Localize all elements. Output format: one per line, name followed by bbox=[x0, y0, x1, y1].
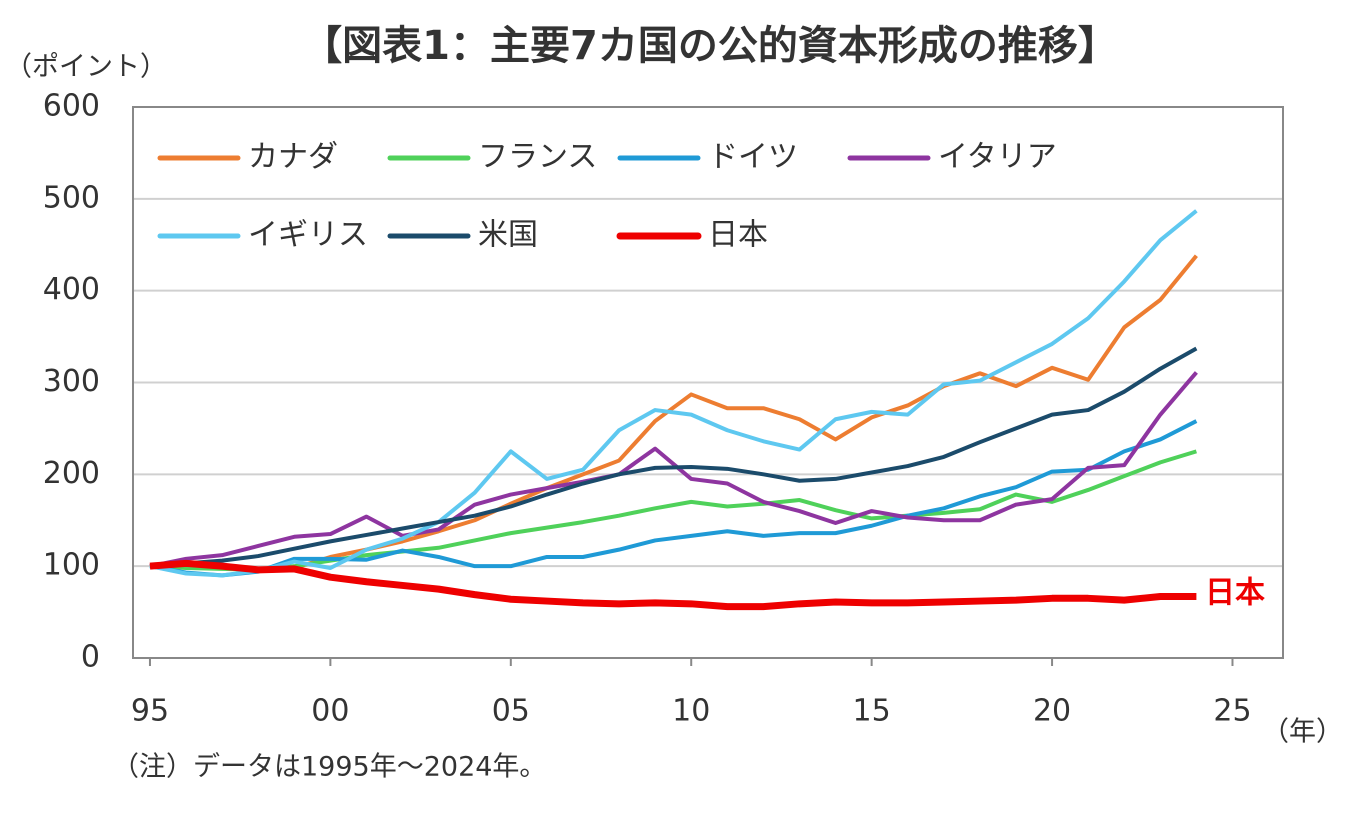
y-tick-label: 0 bbox=[81, 640, 100, 675]
legend-label: 日本 bbox=[708, 218, 768, 253]
x-tick-label: 15 bbox=[853, 694, 891, 729]
series-line bbox=[149, 419, 1198, 578]
annotation: 日本 bbox=[1205, 576, 1265, 611]
y-tick-label: 100 bbox=[43, 548, 100, 583]
legend-label: フランス bbox=[478, 140, 597, 175]
legend-label: イタリア bbox=[938, 140, 1057, 175]
x-tick-label: 10 bbox=[672, 694, 710, 729]
y-tick-label: 200 bbox=[43, 456, 100, 491]
note: （注）データは1995年～2024年。 bbox=[112, 752, 546, 783]
y-tick-label: 500 bbox=[43, 180, 100, 215]
series-line bbox=[149, 559, 1197, 611]
legend-label: 米国 bbox=[478, 218, 538, 253]
x-tick-label: 00 bbox=[311, 694, 349, 729]
series-line bbox=[149, 346, 1198, 569]
x-tick-label: 25 bbox=[1213, 694, 1251, 729]
plot-frame bbox=[132, 106, 1284, 659]
legend-label: カナダ bbox=[248, 140, 338, 175]
legend-label: イギリス bbox=[248, 218, 368, 253]
y-axis-label: （ポイント） bbox=[5, 52, 167, 83]
y-tick-label: 300 bbox=[43, 364, 100, 399]
y-tick-label: 600 bbox=[43, 89, 100, 124]
x-tick-label: 20 bbox=[1033, 694, 1071, 729]
x-tick-label: 05 bbox=[492, 694, 530, 729]
x-tick-label: 95 bbox=[131, 694, 169, 729]
series-line bbox=[149, 449, 1197, 572]
legend-label: ドイツ bbox=[708, 140, 798, 175]
y-tick-label: 400 bbox=[43, 272, 100, 307]
series-line bbox=[149, 209, 1198, 578]
series-line bbox=[149, 371, 1198, 569]
chart-title: 【図表1：主要7カ国の公的資本形成の推移】 bbox=[302, 23, 1118, 69]
x-axis-label: （年） bbox=[1262, 717, 1343, 748]
